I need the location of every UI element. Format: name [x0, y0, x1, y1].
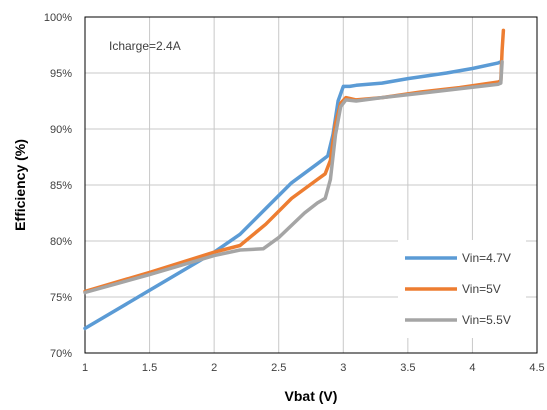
- legend-label-1: Vin=4.7V: [462, 251, 511, 265]
- x-tick-label: 3.5: [400, 362, 415, 374]
- x-tick-label: 4: [469, 362, 475, 374]
- y-tick-label: 85%: [50, 180, 72, 192]
- y-tick-label: 90%: [50, 124, 72, 136]
- series-line-1: [83, 60, 503, 331]
- x-axis-title: Vbat (V): [285, 388, 338, 404]
- plot-area-border: [84, 16, 538, 354]
- legend: Vin=4.7V Vin=5V Vin=5.5V: [398, 240, 526, 338]
- y-tick-label: 100%: [44, 12, 72, 24]
- grid-lines: [84, 16, 538, 354]
- series-lines: [83, 28, 506, 331]
- x-tick-label: 4.5: [529, 362, 544, 374]
- chart-annotation: Icharge=2.4A: [109, 39, 181, 53]
- legend-label-3: Vin=5.5V: [462, 313, 511, 327]
- x-tick-label: 2.5: [271, 362, 286, 374]
- x-tick-label: 3: [340, 362, 346, 374]
- y-tick-label: 80%: [50, 236, 72, 248]
- x-tick-label: 1: [82, 362, 88, 374]
- x-tick-label: 1.5: [142, 362, 157, 374]
- y-axis-title: Efficiency (%): [12, 139, 28, 231]
- legend-label-2: Vin=5V: [462, 282, 501, 296]
- y-tick-label: 95%: [50, 68, 72, 80]
- x-axis-ticks: 1 1.5 2 2.5 3 3.5 4 4.5: [82, 362, 545, 374]
- x-tick-label: 2: [211, 362, 217, 374]
- series-line-3: [83, 60, 504, 295]
- y-tick-label: 70%: [50, 348, 72, 360]
- y-axis-ticks: 70% 75% 80% 85% 90% 95% 100%: [44, 12, 72, 360]
- y-tick-label: 75%: [50, 292, 72, 304]
